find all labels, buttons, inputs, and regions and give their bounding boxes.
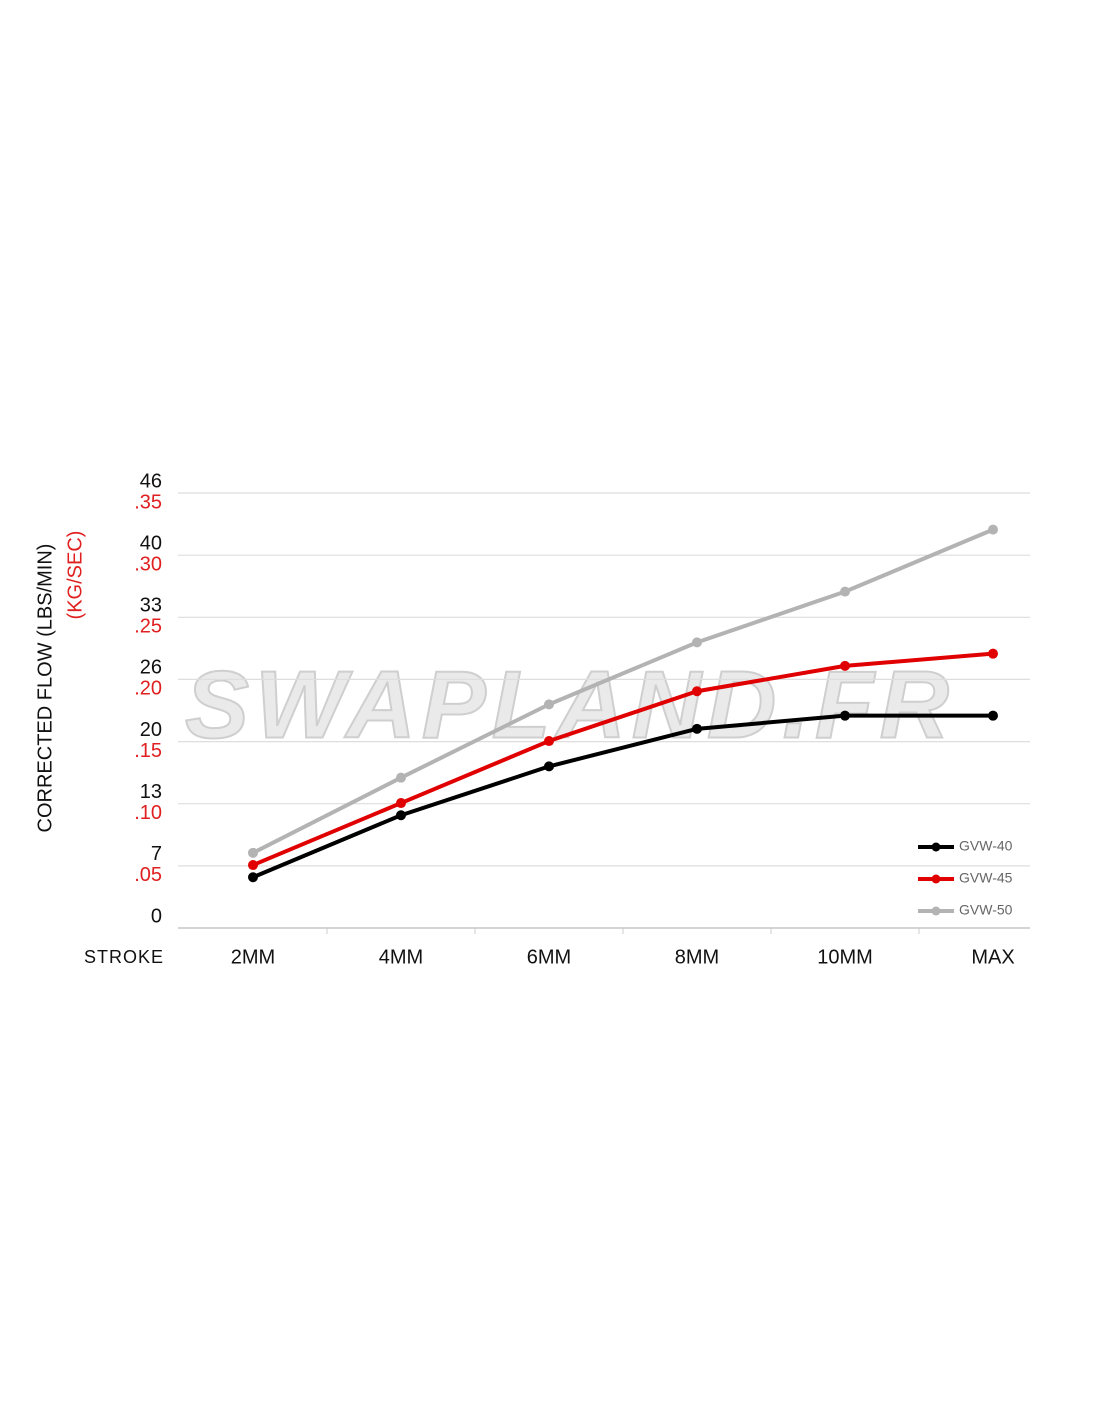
x-tick-label: 4MM: [379, 946, 423, 968]
data-point: [692, 686, 702, 697]
y-tick-label: 0: [151, 905, 162, 927]
data-point: [396, 810, 406, 821]
x-tick-label: 8MM: [675, 946, 719, 968]
legend-label: GVW-45: [959, 870, 1013, 886]
series-line: [252, 651, 994, 867]
x-tick-label: 6MM: [527, 946, 571, 968]
y2-tick-label: .20: [134, 678, 162, 700]
data-point: [248, 872, 258, 883]
x-tick-label: MAX: [971, 946, 1014, 968]
y-tick-label: 40: [140, 532, 162, 554]
y-axis-label: CORRECTED FLOW (LBS/MIN): [34, 544, 56, 833]
data-point: [544, 699, 554, 710]
legend-label: GVW-50: [959, 902, 1013, 918]
y-tick-label: 13: [140, 781, 162, 803]
series-line: [252, 713, 993, 880]
y2-tick-label: .35: [134, 491, 162, 513]
data-point: [692, 723, 702, 734]
y-tick-label: 33: [140, 595, 162, 617]
y2-tick-label: .25: [134, 616, 162, 638]
data-point: [840, 586, 850, 597]
data-point: [988, 710, 998, 721]
data-point: [544, 736, 554, 747]
legend-dot: [931, 906, 941, 916]
data-point: [396, 772, 406, 783]
legend-dot: [931, 874, 941, 884]
data-point: [544, 761, 554, 772]
y2-tick-label: .15: [134, 740, 162, 762]
data-point: [248, 847, 258, 858]
data-point: [692, 637, 702, 648]
data-point: [840, 710, 850, 721]
data-point: [248, 860, 258, 871]
series-line: [252, 527, 994, 855]
y2-tick-label: .05: [134, 864, 162, 886]
legend-label: GVW-40: [959, 838, 1013, 854]
x-tick-label: 10MM: [817, 946, 873, 968]
data-point: [840, 660, 850, 671]
data-point: [988, 524, 998, 535]
data-point: [988, 648, 998, 659]
y-tick-label: 26: [140, 657, 162, 679]
y2-axis-label: (KG/SEC): [64, 531, 86, 620]
y-tick-label: 20: [140, 719, 162, 741]
x-axis-label: STROKE: [84, 947, 164, 967]
y2-tick-label: .10: [134, 802, 162, 824]
y2-tick-label: .30: [134, 553, 162, 575]
legend-dot: [931, 842, 941, 852]
x-tick-label: 2MM: [231, 946, 275, 968]
y-tick-label: 46: [140, 470, 162, 492]
data-point: [396, 798, 406, 809]
y-tick-label: 7: [151, 843, 162, 865]
